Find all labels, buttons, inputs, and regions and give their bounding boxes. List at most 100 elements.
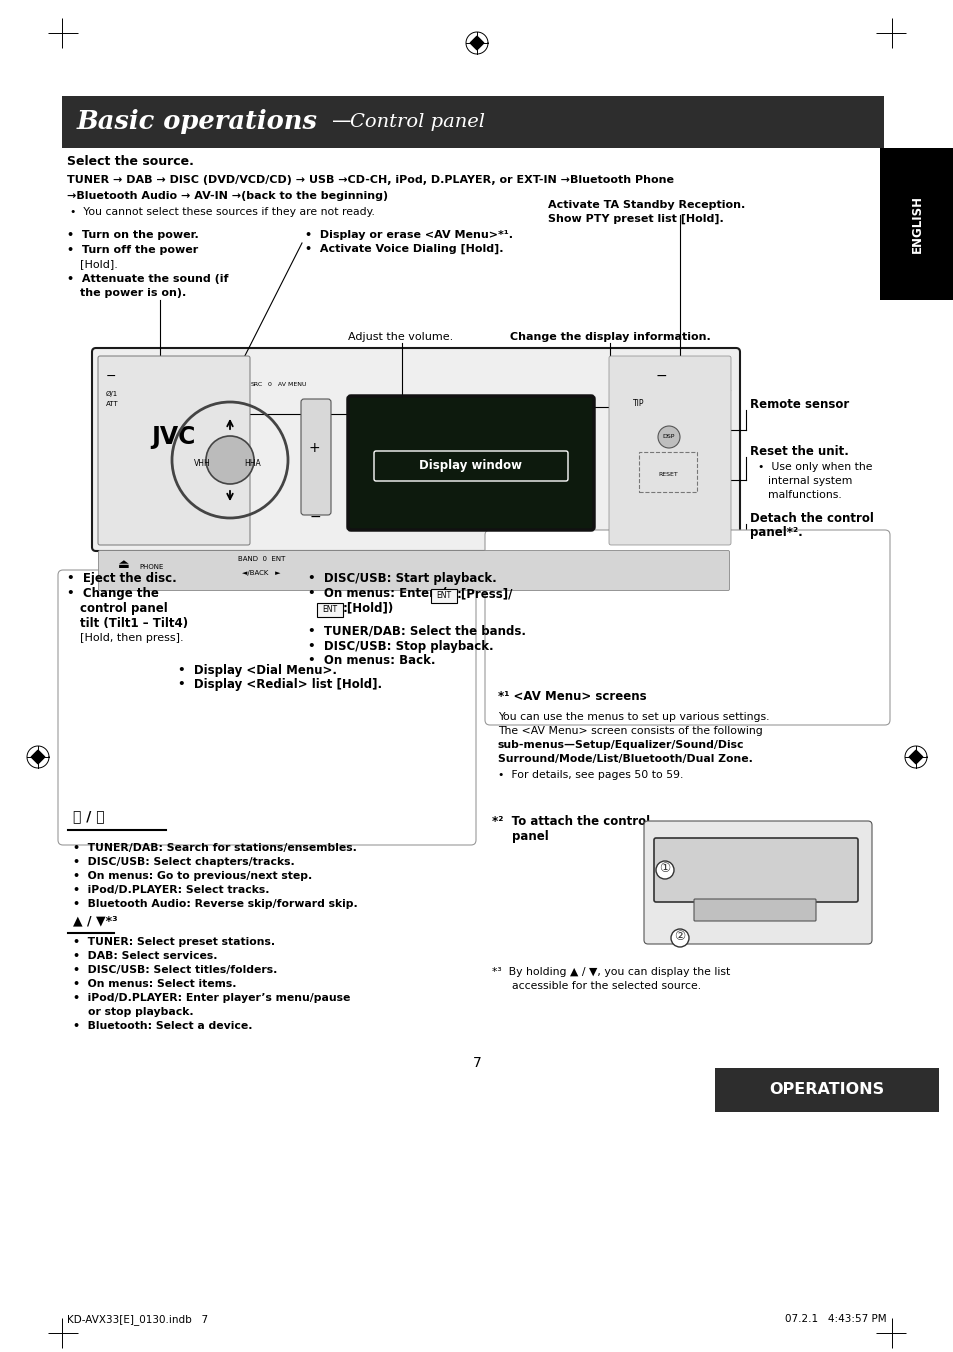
Text: Remote sensor: Remote sensor — [749, 397, 848, 411]
Text: •  Bluetooth: Select a device.: • Bluetooth: Select a device. — [73, 1021, 253, 1032]
Text: Change the display information.: Change the display information. — [510, 333, 710, 342]
Text: ATT: ATT — [106, 402, 118, 407]
FancyBboxPatch shape — [316, 603, 343, 617]
Text: *³  By holding ▲ / ▼, you can display the list: *³ By holding ▲ / ▼, you can display the… — [492, 967, 729, 977]
Text: DSP: DSP — [662, 434, 675, 438]
Bar — [62, 96, 883, 147]
Text: ENT: ENT — [436, 592, 451, 600]
Text: PHONE: PHONE — [139, 564, 163, 571]
Text: −: − — [106, 369, 116, 383]
Text: •  Display or erase <AV Menu>*¹.: • Display or erase <AV Menu>*¹. — [305, 230, 513, 241]
Polygon shape — [470, 37, 483, 50]
Text: •  On menus: Go to previous/next step.: • On menus: Go to previous/next step. — [73, 871, 312, 882]
Text: Adjust the volume.: Adjust the volume. — [348, 333, 453, 342]
Text: •  TUNER/DAB: Select the bands.: • TUNER/DAB: Select the bands. — [308, 625, 525, 638]
Text: Surround/Mode/List/Bluetooth/Dual Zone.: Surround/Mode/List/Bluetooth/Dual Zone. — [497, 754, 752, 764]
Text: −: − — [655, 369, 666, 383]
FancyBboxPatch shape — [484, 530, 889, 725]
Text: malfunctions.: malfunctions. — [767, 489, 841, 500]
Text: Show PTY preset list [Hold].: Show PTY preset list [Hold]. — [547, 214, 723, 224]
Text: •  Use only when the: • Use only when the — [758, 462, 872, 472]
FancyBboxPatch shape — [301, 399, 331, 515]
Text: [Hold].: [Hold]. — [80, 260, 118, 269]
Circle shape — [670, 929, 688, 946]
Text: •  Bluetooth Audio: Reverse skip/forward skip.: • Bluetooth Audio: Reverse skip/forward … — [73, 899, 357, 909]
Text: +: + — [309, 441, 320, 456]
Text: sub-menus—Setup/Equalizer/Sound/Disc: sub-menus—Setup/Equalizer/Sound/Disc — [497, 740, 743, 750]
Text: ▲ / ▼*³: ▲ / ▼*³ — [73, 914, 117, 927]
FancyBboxPatch shape — [91, 347, 740, 552]
Text: VHH: VHH — [193, 458, 211, 468]
Text: •  Turn off the power: • Turn off the power — [67, 245, 198, 256]
Text: ENT: ENT — [322, 606, 337, 615]
Text: 0   AV MENU: 0 AV MENU — [268, 381, 306, 387]
Text: the power is on).: the power is on). — [80, 288, 186, 297]
Circle shape — [206, 435, 253, 484]
Text: [Hold, then press].: [Hold, then press]. — [80, 633, 183, 644]
Text: KD-AVX33[E]_0130.indb   7: KD-AVX33[E]_0130.indb 7 — [67, 1314, 208, 1325]
Text: •  Change the: • Change the — [67, 587, 159, 600]
Text: Ø/1: Ø/1 — [106, 391, 118, 397]
Text: •  Display <Redial> list [Hold].: • Display <Redial> list [Hold]. — [178, 677, 382, 691]
Text: Display window: Display window — [419, 460, 522, 472]
Text: −: − — [310, 510, 321, 525]
Bar — [879, 147, 953, 300]
Text: ⏏: ⏏ — [118, 558, 130, 572]
FancyBboxPatch shape — [58, 571, 476, 845]
Text: OPERATIONS: OPERATIONS — [769, 1083, 883, 1098]
FancyBboxPatch shape — [643, 821, 871, 944]
Text: •  On menus: Enter. (: • On menus: Enter. ( — [308, 587, 447, 600]
Text: •  On menus: Select items.: • On menus: Select items. — [73, 979, 236, 990]
Text: BAND  0  ENT: BAND 0 ENT — [237, 556, 285, 562]
Polygon shape — [908, 750, 922, 764]
Text: 07.2.1   4:43:57 PM: 07.2.1 4:43:57 PM — [784, 1314, 886, 1324]
Text: ◄/BACK   ►: ◄/BACK ► — [242, 571, 280, 576]
FancyBboxPatch shape — [693, 899, 815, 921]
Text: TUNER → DAB → DISC (DVD/VCD/CD) → USB →CD-CH, iPod, D.PLAYER, or EXT-IN →Bluetoo: TUNER → DAB → DISC (DVD/VCD/CD) → USB →C… — [67, 174, 673, 185]
Text: *²  To attach the control: *² To attach the control — [492, 815, 649, 827]
Text: •  Display <Dial Menu>.: • Display <Dial Menu>. — [178, 664, 336, 677]
Text: •  TUNER/DAB: Search for stations/ensembles.: • TUNER/DAB: Search for stations/ensembl… — [73, 844, 356, 853]
Text: →Bluetooth Audio → AV-IN →(back to the beginning): →Bluetooth Audio → AV-IN →(back to the b… — [67, 191, 388, 201]
Text: ②: ② — [674, 930, 685, 944]
Text: control panel: control panel — [80, 602, 168, 615]
Text: 7: 7 — [472, 1056, 481, 1069]
Text: —: — — [332, 112, 352, 131]
Text: ①: ① — [659, 863, 670, 876]
Text: SRC: SRC — [251, 381, 263, 387]
FancyBboxPatch shape — [608, 356, 730, 545]
Text: •  Eject the disc.: • Eject the disc. — [67, 572, 176, 585]
Text: •  You cannot select these sources if they are not ready.: • You cannot select these sources if the… — [70, 207, 375, 218]
Text: The <AV Menu> screen consists of the following: The <AV Menu> screen consists of the fol… — [497, 726, 762, 735]
FancyBboxPatch shape — [374, 452, 567, 481]
Text: tilt (Tilt1 – Tilt4): tilt (Tilt1 – Tilt4) — [80, 617, 188, 630]
Text: HHA: HHA — [244, 458, 260, 468]
Text: Detach the control: Detach the control — [749, 512, 873, 525]
Circle shape — [658, 426, 679, 448]
Text: *¹ <AV Menu> screens: *¹ <AV Menu> screens — [497, 690, 646, 703]
FancyBboxPatch shape — [348, 396, 594, 530]
Text: Reset the unit.: Reset the unit. — [749, 445, 848, 458]
Text: •  TUNER: Select preset stations.: • TUNER: Select preset stations. — [73, 937, 274, 946]
Text: •  Attenuate the sound (if: • Attenuate the sound (if — [67, 274, 229, 284]
Text: •  iPod/D.PLAYER: Select tracks.: • iPod/D.PLAYER: Select tracks. — [73, 886, 269, 895]
Circle shape — [656, 861, 673, 879]
Text: TIP: TIP — [633, 399, 644, 408]
Text: panel*².: panel*². — [749, 526, 801, 539]
Text: Basic operations: Basic operations — [77, 110, 317, 134]
Text: Control panel: Control panel — [350, 114, 484, 131]
Text: •  DISC/USB: Start playback.: • DISC/USB: Start playback. — [308, 572, 497, 585]
Text: JVC: JVC — [151, 425, 195, 449]
Text: Select the source.: Select the source. — [67, 155, 193, 168]
Text: panel: panel — [512, 830, 548, 844]
Polygon shape — [31, 750, 45, 764]
Text: You can use the menus to set up various settings.: You can use the menus to set up various … — [497, 713, 769, 722]
Bar — [714, 1068, 938, 1111]
Bar — [639, 452, 697, 492]
Text: ENGLISH: ENGLISH — [909, 195, 923, 253]
Text: or stop playback.: or stop playback. — [88, 1007, 193, 1017]
Text: accessible for the selected source.: accessible for the selected source. — [512, 982, 700, 991]
Text: •  DISC/USB: Select titles/folders.: • DISC/USB: Select titles/folders. — [73, 965, 277, 975]
Text: internal system: internal system — [767, 476, 851, 485]
Text: :[Hold]): :[Hold]) — [343, 602, 394, 614]
